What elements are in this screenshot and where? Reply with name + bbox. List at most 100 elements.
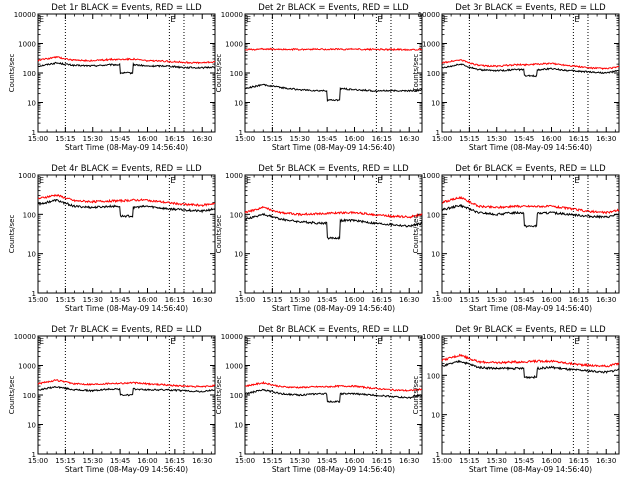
x-tick-label: 16:30: [596, 296, 616, 304]
y-tick-label: 10: [234, 422, 243, 430]
y-tick-label: 10: [431, 412, 440, 420]
y-tick-label: 10: [234, 100, 243, 108]
events-series-line: [37, 199, 216, 219]
plot-frame: [441, 335, 620, 455]
y-tick-label: 10000: [14, 11, 36, 19]
events-series-line: [37, 385, 215, 397]
y-axis-label: Counts/sec: [8, 215, 16, 254]
corner-marker-right: E: [574, 337, 579, 346]
corner-marker-right: E: [170, 176, 175, 185]
y-tick-label: 10000: [418, 11, 440, 19]
x-tick-label: 16:15: [569, 296, 589, 304]
x-tick-label: 16:00: [344, 296, 364, 304]
corner-marker-right: E: [574, 176, 579, 185]
x-axis-label: Start Time (08-May-09 14:56:40): [469, 143, 592, 152]
corner-marker-left: E: [443, 337, 448, 346]
x-tick-label: 16:30: [192, 135, 212, 143]
x-tick-label: 15:30: [290, 457, 310, 465]
x-tick-label: 15:45: [317, 457, 337, 465]
x-tick-label: 15:00: [432, 457, 452, 465]
x-tick-label: 15:45: [110, 135, 130, 143]
y-tick-label: 100: [23, 70, 36, 78]
x-tick-label: 15:15: [262, 296, 282, 304]
x-tick-label: 16:15: [372, 296, 392, 304]
x-tick-label: 16:00: [344, 135, 364, 143]
events-series-line: [441, 359, 620, 380]
y-axis-label: Counts/sec: [412, 54, 420, 93]
panel-title: Det 7r BLACK = Events, RED = LLD: [51, 325, 202, 335]
x-tick-label: 16:00: [344, 457, 364, 465]
x-tick-label: 15:45: [514, 457, 534, 465]
x-tick-label: 15:15: [459, 135, 479, 143]
y-tick-label: 10: [431, 251, 440, 259]
x-tick-label: 15:30: [487, 135, 507, 143]
y-tick-label: 1000: [422, 333, 440, 341]
x-tick-label: 15:45: [514, 296, 534, 304]
y-tick-label: 1000: [225, 172, 243, 180]
y-tick-label: 1000: [18, 363, 36, 371]
detector-panel: Det 8r BLACK = Events, RED = LLD 1 10 100 10…: [215, 325, 423, 474]
corner-marker-left: E: [39, 15, 44, 24]
x-tick-label: 16:15: [165, 135, 185, 143]
y-tick-label: 100: [230, 392, 243, 400]
x-tick-label: 15:30: [290, 135, 310, 143]
plot-frame: [441, 174, 620, 294]
x-tick-label: 15:00: [432, 135, 452, 143]
y-tick-label: 1: [239, 451, 243, 459]
y-tick-label: 1000: [422, 41, 440, 49]
corner-marker-right: E: [377, 176, 382, 185]
x-tick-label: 15:00: [28, 296, 48, 304]
y-tick-label: 1: [32, 129, 36, 137]
y-tick-label: 100: [230, 70, 243, 78]
y-tick-label: 1000: [18, 172, 36, 180]
x-tick-label: 15:15: [459, 296, 479, 304]
x-tick-label: 15:00: [432, 296, 452, 304]
events-series-line: [37, 61, 216, 75]
y-tick-label: 10: [27, 100, 36, 108]
y-tick-label: 100: [427, 372, 440, 380]
x-tick-label: 16:15: [569, 135, 589, 143]
detector-panel: Det 1r BLACK = Events, RED = LLD 1 10 100 10…: [8, 3, 216, 152]
detector-panel: Det 4r BLACK = Events, RED = LLD 1 10 100 10…: [8, 164, 216, 313]
y-tick-label: 100: [427, 211, 440, 219]
y-tick-label: 1: [239, 290, 243, 298]
x-axis-label: Start Time (08-May-09 14:56:40): [469, 465, 592, 474]
corner-marker-left: E: [246, 337, 251, 346]
detector-panel: Det 7r BLACK = Events, RED = LLD 1 10 100 10…: [8, 325, 216, 474]
y-tick-label: 100: [427, 70, 440, 78]
detector-panel: Det 2r BLACK = Events, RED = LLD 1 10 100 10…: [215, 3, 423, 152]
panel-title: Det 9r BLACK = Events, RED = LLD: [455, 325, 606, 335]
x-tick-label: 16:00: [541, 457, 561, 465]
y-tick-label: 1: [436, 129, 440, 137]
x-tick-label: 15:15: [262, 457, 282, 465]
plot-frame: [244, 174, 423, 294]
panel-title: Det 4r BLACK = Events, RED = LLD: [51, 164, 202, 174]
y-axis-label: Counts/sec: [215, 215, 223, 254]
y-tick-label: 1000: [225, 41, 243, 49]
x-tick-label: 15:45: [514, 135, 534, 143]
y-tick-label: 10000: [221, 333, 243, 341]
x-tick-label: 15:45: [110, 296, 130, 304]
x-tick-label: 16:30: [596, 457, 616, 465]
corner-marker-left: E: [39, 176, 44, 185]
lld-series-line: [244, 380, 422, 392]
y-tick-label: 10: [431, 100, 440, 108]
y-tick-label: 100: [23, 392, 36, 400]
x-tick-label: 16:00: [137, 296, 157, 304]
corner-marker-right: E: [574, 15, 579, 24]
events-series-line: [441, 203, 620, 228]
x-tick-label: 15:30: [290, 296, 310, 304]
panel-title: Det 5r BLACK = Events, RED = LLD: [258, 164, 409, 174]
lld-series-line: [37, 55, 216, 65]
y-tick-label: 1: [239, 129, 243, 137]
lld-series-line: [441, 353, 620, 368]
x-tick-label: 15:00: [235, 457, 255, 465]
panel-title: Det 6r BLACK = Events, RED = LLD: [455, 164, 606, 174]
corner-marker-right: E: [170, 15, 175, 24]
panel-title: Det 1r BLACK = Events, RED = LLD: [51, 3, 202, 13]
y-tick-label: 1000: [422, 172, 440, 180]
y-tick-label: 100: [230, 211, 243, 219]
x-tick-label: 16:00: [137, 457, 157, 465]
y-axis-label: Counts/sec: [215, 54, 223, 93]
